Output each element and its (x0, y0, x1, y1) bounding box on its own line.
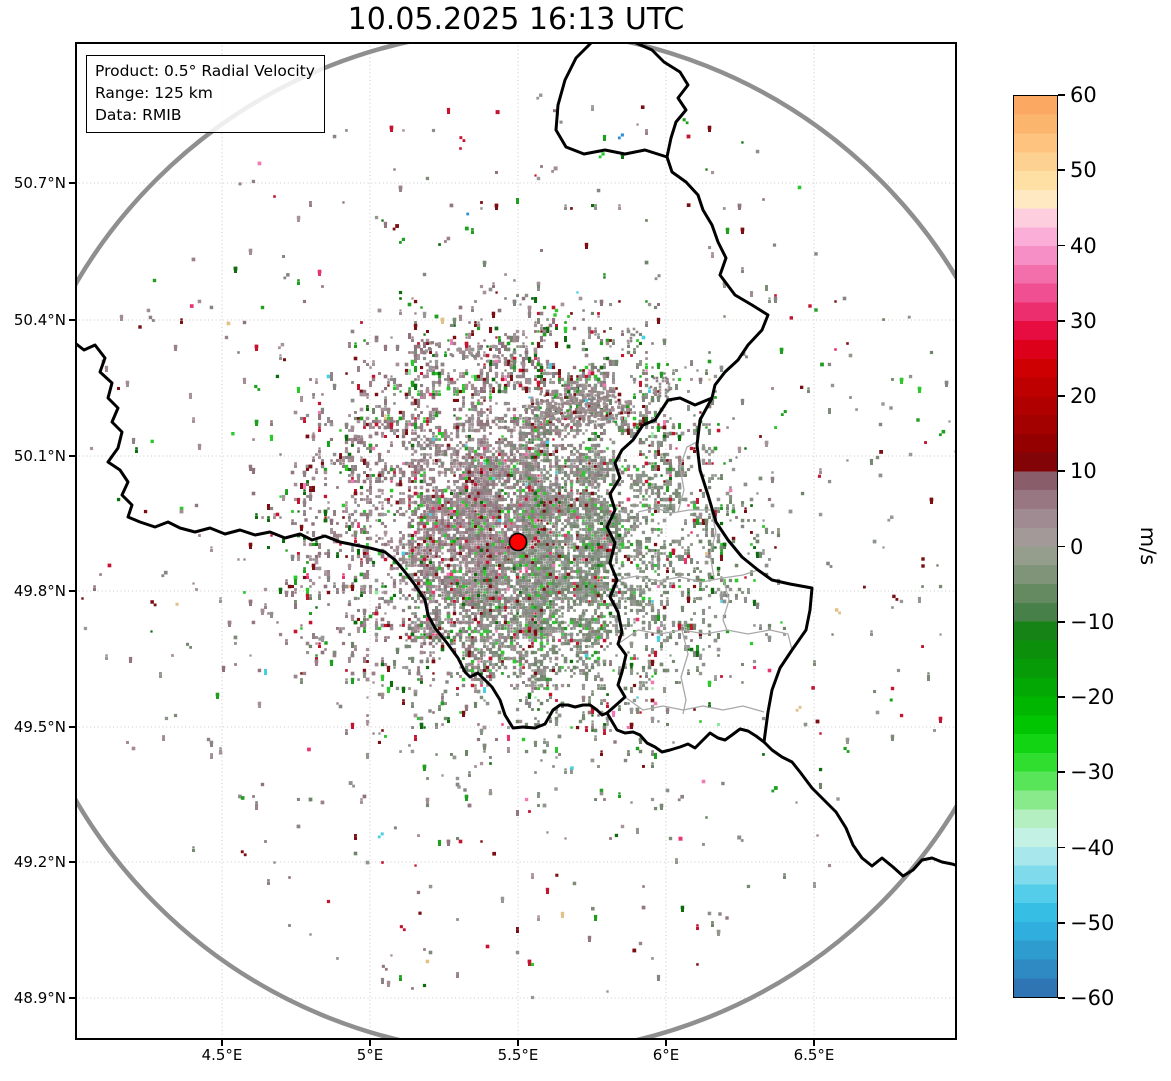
country-border (665, 155, 770, 400)
admin-border (637, 507, 711, 514)
lat-tick-mark (69, 861, 75, 863)
colorbar-tick-mark (1058, 846, 1065, 849)
colorbar-tick-label: 50 (1070, 158, 1097, 183)
lon-tick-label: 4.5°E (201, 1046, 243, 1064)
lat-tick-mark (69, 997, 75, 999)
lat-tick-mark (69, 182, 75, 184)
colorbar-tick-mark (1058, 545, 1065, 548)
admin-border (624, 696, 765, 713)
admin-border (722, 577, 730, 631)
colorbar-tick-mark (1058, 921, 1065, 924)
colorbar-tick-mark (1058, 620, 1065, 623)
lat-tick-label: 50.7°N (13, 174, 66, 192)
colorbar-tick-label: 40 (1070, 233, 1097, 258)
admin-border (680, 629, 689, 715)
lon-tick-label: 5°E (356, 1046, 384, 1064)
colorbar-tick-label: −30 (1070, 760, 1115, 785)
colorbar-tick-mark (1058, 94, 1065, 96)
lon-tick-mark (665, 1040, 667, 1046)
colorbar-tick-label: 30 (1070, 308, 1097, 333)
info-data-source: Data: RMIB (95, 106, 182, 124)
lat-tick-mark (69, 455, 75, 457)
info-box: Product: 0.5° Radial Velocity Range: 125… (86, 55, 325, 133)
country-border (632, 42, 690, 159)
country-border (695, 396, 814, 744)
map-canvas (75, 42, 957, 1040)
lon-tick-mark (369, 1040, 371, 1046)
lon-tick-label: 5.5°E (497, 1046, 539, 1064)
lat-tick-label: 50.1°N (13, 447, 66, 465)
lat-tick-label: 48.9°N (13, 989, 66, 1007)
lon-tick-label: 6°E (652, 1046, 680, 1064)
colorbar-unit-label: m/s (1136, 526, 1160, 566)
info-range: Range: 125 km (95, 84, 213, 102)
colorbar-tick-mark (1058, 470, 1065, 473)
admin-border (617, 629, 793, 651)
colorbar-tick-label: 60 (1070, 83, 1097, 107)
lon-tick-mark (221, 1040, 223, 1046)
colorbar-tick-label: 10 (1070, 459, 1097, 484)
lat-tick-label: 49.5°N (13, 718, 66, 736)
plot-spine (75, 42, 957, 1040)
lat-tick-mark (69, 590, 75, 592)
colorbar-tick-mark (1058, 395, 1065, 397)
colorbar-tick-label: −60 (1070, 986, 1115, 1010)
lat-tick-mark (69, 726, 75, 728)
colorbar-tick-mark (1058, 169, 1065, 172)
colorbar-tick-mark (1058, 771, 1065, 774)
country-border (605, 711, 957, 878)
lat-tick-label: 49.8°N (13, 582, 66, 600)
colorbar-tick-mark (1058, 997, 1065, 999)
admin-border (709, 509, 717, 579)
colorbar-tick-mark (1058, 319, 1065, 322)
lat-tick-mark (69, 319, 75, 321)
country-border (75, 341, 609, 730)
colorbar-tick-mark (1058, 244, 1065, 247)
lon-tick-mark (517, 1040, 519, 1046)
country-border (554, 42, 669, 159)
colorbar-tick-label: −10 (1070, 609, 1115, 634)
colorbar-tick-label: 20 (1070, 384, 1097, 408)
admin-border (616, 569, 759, 583)
info-product: Product: 0.5° Radial Velocity (95, 62, 315, 80)
lon-tick-label: 6.5°E (793, 1046, 835, 1064)
colorbar-tick-mark (1058, 696, 1065, 698)
colorbar-tick-label: −40 (1070, 835, 1115, 860)
colorbar-tick-label: −50 (1070, 910, 1115, 935)
figure-title: 10.05.2025 16:13 UTC (347, 2, 685, 37)
colorbar-tick-label: −20 (1070, 685, 1115, 709)
colorbar (1013, 95, 1058, 998)
country-border (605, 396, 714, 715)
colorbar-tick-label: 0 (1070, 534, 1084, 559)
admin-border (677, 441, 698, 513)
lon-tick-mark (813, 1040, 815, 1046)
radar-site-marker (508, 532, 528, 552)
lat-tick-label: 49.2°N (13, 853, 66, 871)
lat-tick-label: 50.4°N (13, 311, 66, 329)
